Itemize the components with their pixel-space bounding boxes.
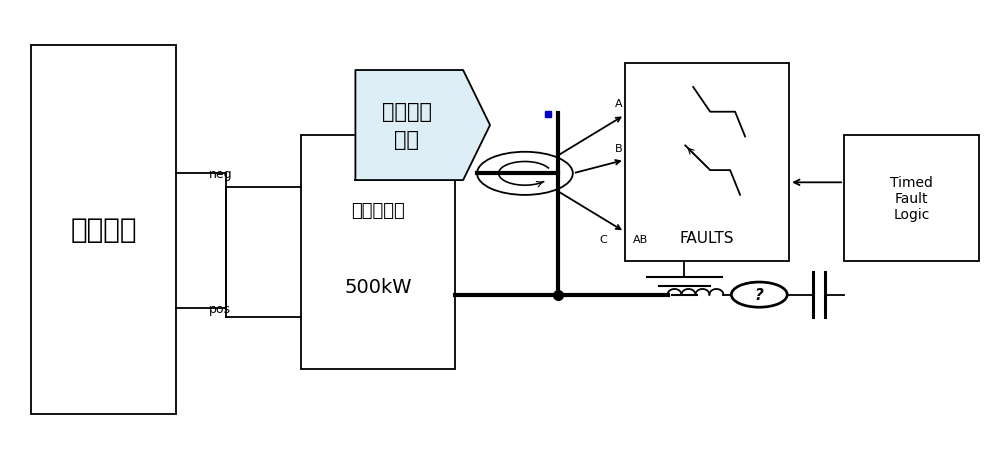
Text: A: A xyxy=(615,99,623,109)
Text: Timed
Fault
Logic: Timed Fault Logic xyxy=(890,175,933,222)
Text: FAULTS: FAULTS xyxy=(680,230,734,245)
Polygon shape xyxy=(355,71,490,181)
Text: 光伏阵列: 光伏阵列 xyxy=(70,216,137,244)
Text: AB: AB xyxy=(633,235,648,244)
Text: neg: neg xyxy=(209,167,232,180)
Text: 故障发生
模块: 故障发生 模块 xyxy=(382,102,432,150)
Text: pos: pos xyxy=(209,302,231,315)
Bar xyxy=(844,136,979,262)
Text: C: C xyxy=(599,235,607,244)
Text: 500kW: 500kW xyxy=(344,278,412,297)
Bar xyxy=(625,64,789,262)
Text: ?: ? xyxy=(755,287,764,303)
Text: 三相逆变器: 三相逆变器 xyxy=(351,202,405,220)
Text: B: B xyxy=(615,144,623,154)
Bar xyxy=(301,136,455,369)
Bar xyxy=(31,46,176,414)
